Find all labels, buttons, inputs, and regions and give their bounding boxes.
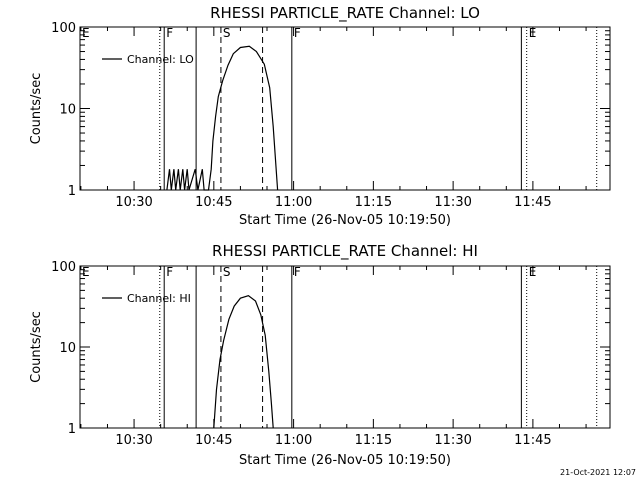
x-tick-label: 11:15: [355, 433, 392, 448]
chart-title: RHESSI PARTICLE_RATE Channel: HI: [212, 242, 478, 261]
y-tick-label: 1: [68, 422, 76, 437]
event-marker-label: F: [166, 26, 173, 40]
event-marker-label: S: [223, 265, 231, 279]
x-tick-label: 10:45: [195, 195, 232, 210]
x-tick-label: 11:30: [434, 195, 471, 210]
event-marker-label: F: [166, 265, 173, 279]
event-marker-label: E: [82, 26, 90, 40]
event-marker-label: F: [294, 26, 301, 40]
x-tick-label: 11:00: [275, 433, 312, 448]
x-axis-label: Start Time (26-Nov-05 10:19:50): [239, 453, 451, 468]
data-series-line: [213, 295, 274, 429]
y-tick-label: 100: [51, 260, 76, 275]
x-tick-label: 11:45: [514, 195, 551, 210]
y-tick-label: 10: [59, 103, 76, 118]
x-tick-label: 10:45: [195, 433, 232, 448]
footer-timestamp: 21-Oct-2021 12:07: [560, 468, 636, 477]
chart-title: RHESSI PARTICLE_RATE Channel: LO: [210, 4, 480, 23]
legend-label: Channel: LO: [127, 53, 194, 66]
x-axis-label: Start Time (26-Nov-05 10:19:50): [239, 213, 451, 228]
event-marker-label: E: [82, 265, 90, 279]
event-marker-label: F: [294, 265, 301, 279]
y-tick-label: 100: [51, 21, 76, 36]
y-axis-label: Counts/sec: [29, 311, 44, 383]
x-tick-label: 10:30: [115, 195, 152, 210]
y-axis-label: Counts/sec: [29, 73, 44, 145]
y-tick-label: 1: [68, 184, 76, 199]
legend-label: Channel: HI: [127, 292, 191, 305]
event-marker-label: E: [529, 265, 537, 279]
y-tick-label: 10: [59, 341, 76, 356]
x-tick-label: 11:45: [514, 433, 551, 448]
data-series-line: [166, 45, 279, 191]
event-marker-label: S: [223, 26, 231, 40]
x-tick-label: 10:30: [115, 433, 152, 448]
x-tick-label: 11:00: [275, 195, 312, 210]
x-tick-label: 11:30: [434, 433, 471, 448]
x-tick-label: 11:15: [355, 195, 392, 210]
event-marker-label: E: [529, 26, 537, 40]
